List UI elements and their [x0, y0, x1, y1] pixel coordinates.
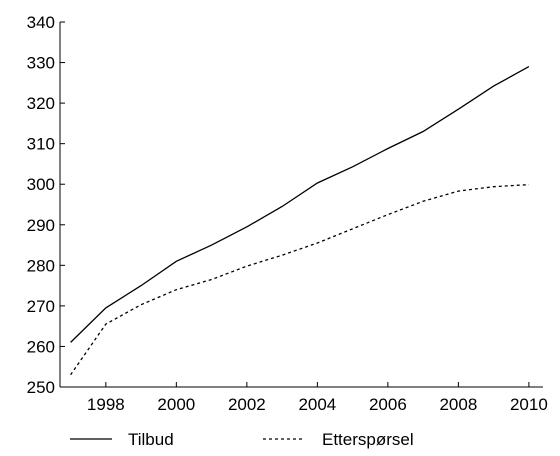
y-tick-label: 280 — [27, 256, 55, 275]
x-tick-label: 2010 — [510, 395, 548, 414]
y-tick-label: 250 — [27, 378, 55, 397]
y-tick-label: 310 — [27, 135, 55, 154]
x-tick-label: 1998 — [87, 395, 125, 414]
x-tick-label: 2002 — [228, 395, 266, 414]
y-tick-label: 260 — [27, 337, 55, 356]
y-tick-label: 290 — [27, 216, 55, 235]
x-tick-label: 2004 — [298, 395, 336, 414]
series-line-ettersporsel — [70, 183, 529, 376]
plot-area: 250 260 270 280 290 300 310 320 330 340 1998 2000 20… — [27, 13, 548, 414]
legend-label: Tilbud — [128, 430, 174, 449]
legend-label: Etterspørsel — [322, 430, 414, 449]
y-tick-label: 270 — [27, 297, 55, 316]
y-tick-label: 340 — [27, 13, 55, 32]
y-tick-label: 320 — [27, 94, 55, 113]
x-tick-label: 2000 — [157, 395, 195, 414]
legend: Tilbud Etterspørsel — [70, 430, 414, 449]
x-tick-label: 2008 — [439, 395, 477, 414]
y-tick-label: 300 — [27, 175, 55, 194]
series-line-tilbud — [70, 66, 530, 343]
y-tick-label: 330 — [27, 54, 55, 73]
data-point — [246, 265, 248, 267]
x-tick-label: 2006 — [369, 395, 407, 414]
